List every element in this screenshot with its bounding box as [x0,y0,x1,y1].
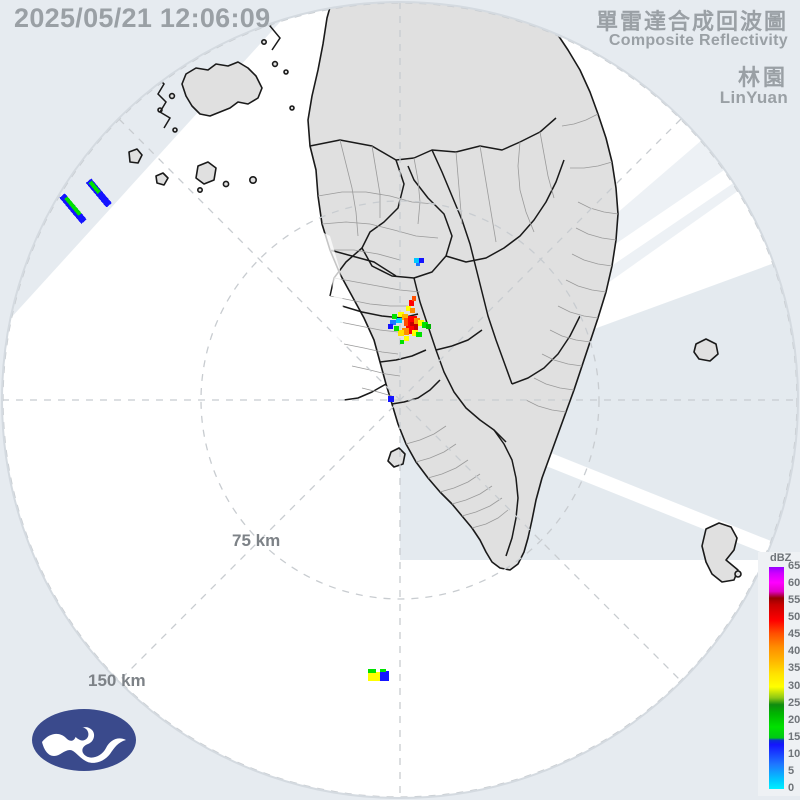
dbz-tick-50: 50 [788,611,800,624]
radar-echoes [59,178,431,681]
echo-sea-clutter-1 [59,193,87,224]
dbz-tick-25: 25 [788,696,800,709]
dbz-tick-0: 0 [788,782,795,794]
timestamp-label: 2025/05/21 12:06:09 [14,3,271,33]
dbz-tick-45: 45 [788,628,800,641]
dbz-tick-5: 5 [788,764,795,777]
logo-wind-swirl [42,727,126,763]
dbz-tick-40: 40 [788,645,800,658]
dbz-tick-15: 15 [788,730,800,743]
range-ring-75km [200,200,600,600]
echo-main-cell [388,296,431,344]
dbz-tick-20: 20 [788,713,800,726]
dbz-legend-title: dBZ [770,552,792,564]
township-borders [317,113,619,529]
dbz-tick-60: 60 [788,577,800,590]
echo-sea-clutter-2 [85,178,112,208]
dbz-tick-35: 35 [788,662,800,675]
echo-south-sea [368,669,389,681]
dbz-tick-65: 65 [788,560,800,572]
cwa-logo [32,709,136,771]
logo-swirl-hole [74,727,89,741]
product-title-cn: 單雷達合成回波圖 [595,9,788,34]
echo-inland-small [414,258,424,266]
dbz-tick-10: 10 [788,747,800,760]
dbz-color-bar [769,567,784,789]
dbz-tick-30: 30 [788,679,800,692]
range-ring-label-75: 75 km [232,531,281,550]
station-name-cn: 林園 [737,65,788,90]
coastal-haze [312,230,344,392]
station-name-en: LinYuan [719,88,788,107]
echo-coastal-dot [388,396,394,402]
product-title-en: Composite Reflectivity [608,32,788,49]
dbz-tick-55: 55 [788,594,800,607]
range-ring-label-150: 150 km [88,671,146,690]
